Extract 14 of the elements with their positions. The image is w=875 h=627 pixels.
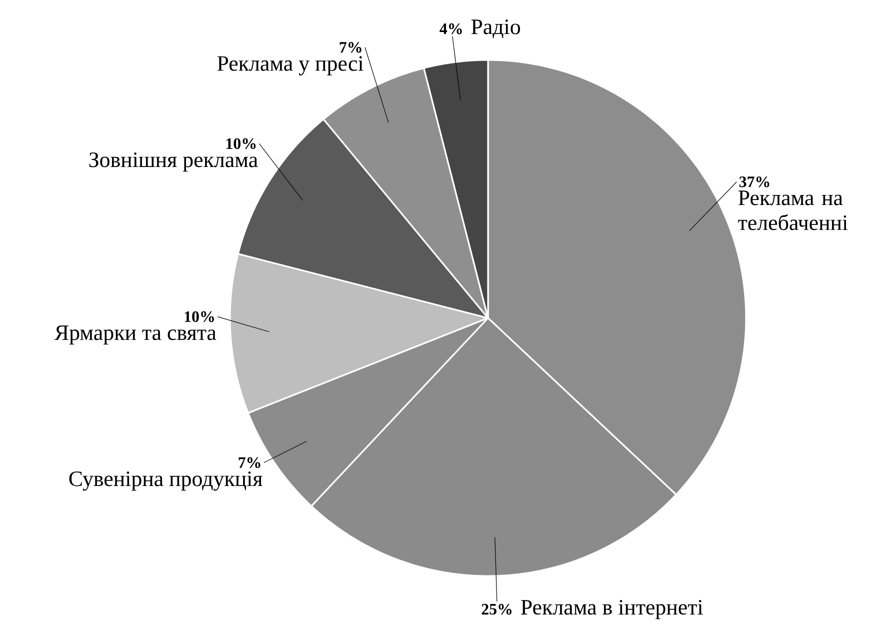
slice-label: Реклама у пресі — [217, 56, 364, 76]
slice-label: Зовнішня реклама — [89, 152, 258, 172]
data-label: 10% — [184, 311, 214, 322]
slice-label: Ярмарки та свята — [54, 325, 216, 345]
slice-label: Реклама в інтернеті — [521, 600, 703, 620]
data-label: 37% — [739, 176, 770, 188]
slice-label: Реклама на телебаченні — [738, 190, 848, 230]
data-label: 25% — [482, 604, 512, 615]
data-label: 7% — [340, 42, 362, 53]
data-label: 10% — [226, 138, 256, 150]
slice-label: Радіо — [471, 20, 520, 38]
slice-label: Сувенірна продукція — [69, 471, 262, 491]
data-label: 4% — [440, 23, 462, 34]
data-label: 7% — [238, 457, 260, 468]
